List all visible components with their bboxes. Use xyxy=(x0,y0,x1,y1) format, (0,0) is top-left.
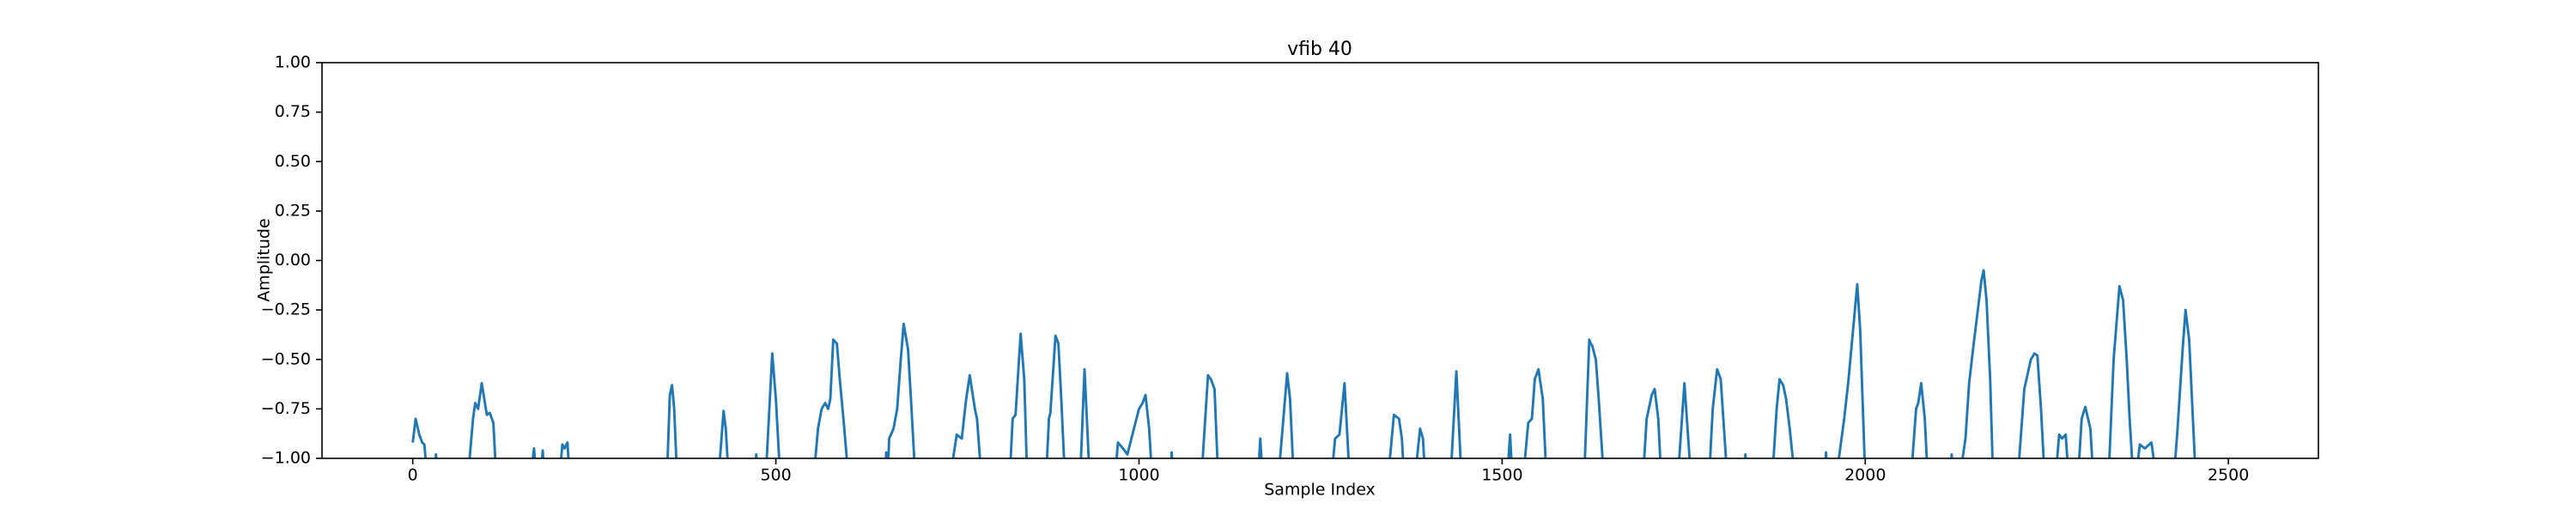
y-tick-label: 0.25 xyxy=(275,201,311,220)
x-tick-label: 2000 xyxy=(1844,466,1886,485)
y-tick-label: 0.00 xyxy=(275,251,311,270)
y-tick-label: −0.50 xyxy=(261,349,311,368)
y-axis-label: Amplitude xyxy=(255,218,274,301)
y-tick-label: −0.75 xyxy=(261,399,311,418)
y-tick-label: 1.00 xyxy=(275,53,311,72)
x-tick-label: 1000 xyxy=(1118,466,1159,485)
y-tick-label: −1.00 xyxy=(261,449,311,468)
x-axis-label: Sample Index xyxy=(1264,481,1376,500)
y-tick-label: 0.75 xyxy=(275,102,311,121)
y-tick-label: 0.50 xyxy=(275,152,311,171)
chart-title: vfib 40 xyxy=(1287,39,1352,60)
plot-area xyxy=(411,269,2196,458)
x-tick-label: 1500 xyxy=(1481,466,1522,485)
x-tick-label: 0 xyxy=(408,466,418,485)
x-tick-label: 500 xyxy=(760,466,791,485)
data-line xyxy=(411,269,2196,458)
x-tick-label: 2500 xyxy=(2208,466,2249,485)
y-tick-label: −0.25 xyxy=(261,300,311,319)
